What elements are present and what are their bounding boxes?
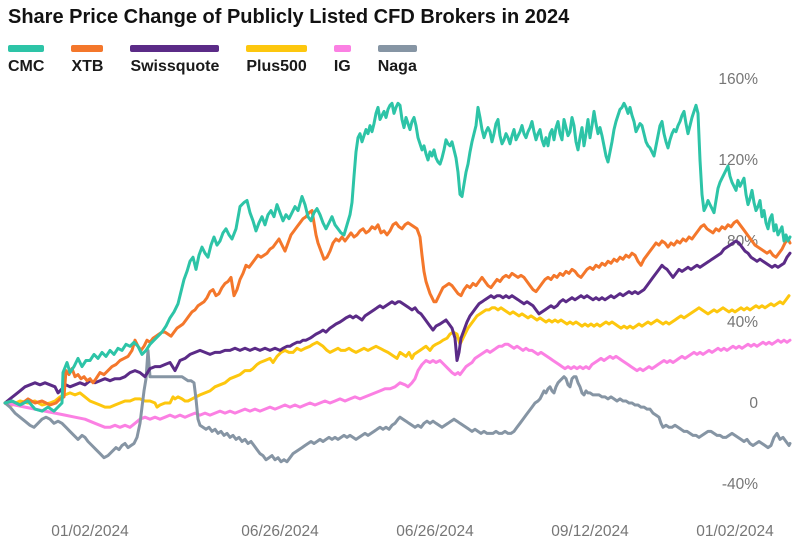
legend-swatch-ig	[333, 45, 351, 52]
legend-item-plus500: Plus500	[246, 45, 307, 76]
legend-label-cmc: CMC	[8, 58, 45, 75]
series-line-ig	[3, 338, 792, 429]
series-line-swissquote	[3, 239, 792, 405]
legend: CMC XTB Swissquote Plus500 IG Naga	[8, 45, 569, 76]
y-axis-tick-label: -40%	[722, 476, 758, 493]
legend-item-ig: IG	[333, 45, 351, 76]
legend-swatch-xtb	[71, 45, 104, 52]
legend-item-swissquote: Swissquote	[130, 45, 220, 76]
legend-label-xtb: XTB	[71, 58, 104, 75]
y-axis-tick-label: 120%	[718, 152, 758, 169]
legend-swatch-plus500	[246, 45, 307, 52]
y-axis-tick-label: 0	[749, 395, 758, 412]
legend-label-naga: Naga	[377, 58, 417, 75]
legend-swatch-naga	[377, 45, 417, 52]
legend-label-ig: IG	[333, 58, 351, 75]
legend-item-cmc: CMC	[8, 45, 45, 76]
legend-swatch-swissquote	[130, 45, 220, 52]
series-line-xtb	[3, 209, 792, 407]
y-axis-tick-label: 160%	[718, 71, 758, 88]
chart-title: Share Price Change of Publicly Listed CF…	[8, 6, 570, 28]
x-axis-tick-label: 06/26/2024	[241, 523, 319, 540]
x-axis-tick-label: 01/02/2024	[51, 523, 129, 540]
legend-label-swissquote: Swissquote	[130, 58, 220, 75]
chart-header: Share Price Change of Publicly Listed CF…	[8, 6, 569, 76]
x-axis-tick-label: 09/12/2024	[551, 523, 629, 540]
legend-item-naga: Naga	[377, 45, 417, 76]
y-axis-tick-label: 40%	[727, 314, 758, 331]
legend-swatch-cmc	[8, 45, 45, 52]
legend-label-plus500: Plus500	[246, 58, 307, 75]
legend-item-xtb: XTB	[71, 45, 104, 76]
series-line-naga	[3, 348, 792, 464]
x-axis-tick-label: 06/26/2024	[396, 523, 474, 540]
series-line-cmc	[3, 101, 792, 413]
x-axis-tick-label: 01/02/2024	[696, 523, 774, 540]
